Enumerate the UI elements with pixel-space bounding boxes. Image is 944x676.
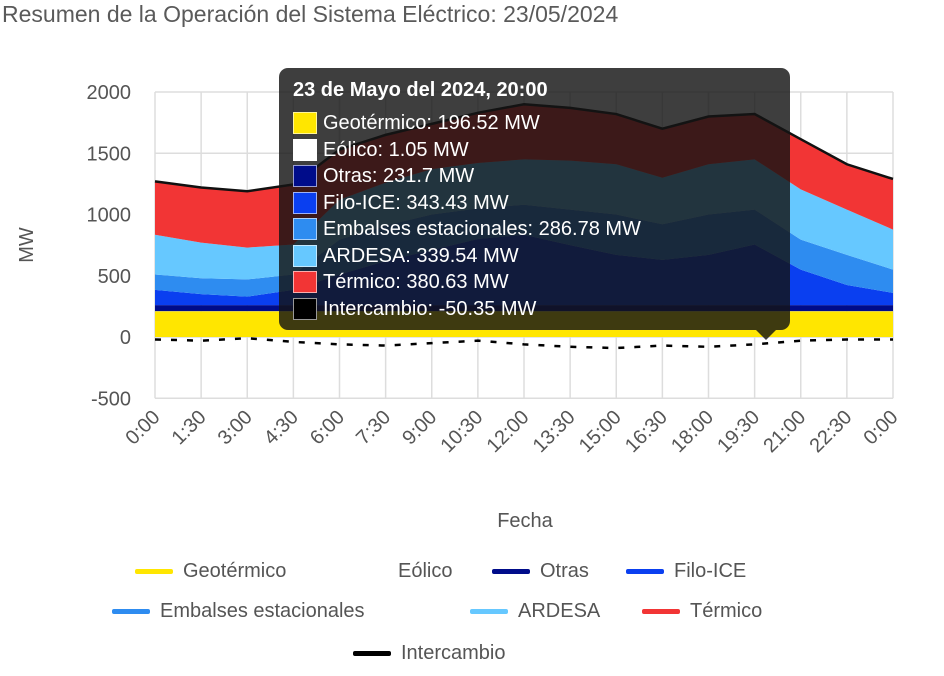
tooltip-row: Eólico: 1.05 MW	[293, 137, 469, 163]
legend-item-eolico[interactable]: Eólico	[350, 559, 452, 583]
x-axis-label: Fecha	[497, 510, 553, 532]
x-tick-label: 22:30	[805, 406, 856, 457]
tooltip-swatch	[293, 297, 317, 320]
legend-label: Geotérmico	[183, 560, 287, 582]
chart-title: Resumen de la Operación del Sistema Eléc…	[2, 1, 619, 27]
tooltip-swatch	[293, 271, 317, 293]
legend-label: Embalses estacionales	[160, 600, 365, 622]
x-tick-label: 19:30	[713, 406, 764, 457]
tooltip-label: Térmico: 380.63 MW	[323, 271, 509, 293]
legend-label: Eólico	[398, 560, 453, 582]
legend-item-otras[interactable]: Otras	[492, 559, 589, 583]
y-tick-label: 2000	[87, 82, 132, 104]
x-tick-label: 18:00	[667, 406, 718, 457]
y-tick-label: 1500	[87, 143, 132, 165]
tooltip-row: Filo-ICE: 343.43 MW	[293, 190, 509, 216]
x-tick-label: 3:00	[214, 406, 257, 449]
legend-swatch	[350, 568, 388, 574]
x-tick-label: 15:00	[575, 406, 626, 457]
tooltip-row: Intercambio: -50.35 MW	[293, 296, 536, 322]
y-tick-label: 0	[120, 327, 131, 349]
legend-item-termico[interactable]: Térmico	[642, 599, 762, 623]
tooltip: 23 de Mayo del 2024, 20:00 Geotérmico: 1…	[279, 68, 790, 330]
x-tick-label: 1:30	[168, 406, 211, 449]
tooltip-label: Geotérmico: 196.52 MW	[323, 112, 540, 134]
tooltip-row: Embalses estacionales: 286.78 MW	[293, 216, 641, 242]
y-tick-label: -500	[91, 388, 131, 410]
x-tick-label: 4:30	[260, 406, 303, 449]
x-tick-label: 6:00	[306, 406, 349, 449]
legend-swatch	[470, 608, 508, 614]
tooltip-pointer	[756, 330, 776, 340]
legend-swatch	[112, 608, 150, 614]
tooltip-row: Geotérmico: 196.52 MW	[293, 110, 540, 136]
tooltip-swatch	[293, 244, 317, 267]
tooltip-label: Eólico: 1.05 MW	[323, 138, 469, 161]
legend-label: Filo-ICE	[674, 560, 747, 582]
legend-item-filo-ice[interactable]: Filo-ICE	[626, 559, 746, 583]
tooltip-label: Intercambio: -50.35 MW	[323, 297, 537, 320]
legend-swatch	[492, 568, 530, 574]
tooltip-swatch	[293, 138, 317, 161]
legend-item-geotermico[interactable]: Geotérmico	[135, 559, 286, 583]
legend-swatch	[135, 568, 173, 574]
tooltip-title: 23 de Mayo del 2024, 20:00	[293, 79, 548, 101]
y-axis-label: MW	[16, 227, 38, 263]
y-tick-label: 500	[98, 266, 131, 288]
x-tick-label: 12:00	[483, 406, 534, 457]
tooltip-swatch	[293, 165, 317, 187]
legend-item-ardesa[interactable]: ARDESA	[470, 599, 600, 623]
legend-swatch	[642, 608, 680, 614]
legend-label: ARDESA	[518, 600, 601, 622]
legend-label: Intercambio	[401, 642, 506, 664]
tooltip-swatch	[293, 191, 317, 214]
tooltip-label: Filo-ICE: 343.43 MW	[323, 191, 509, 214]
x-tick-label: 7:30	[352, 406, 395, 449]
legend-label: Térmico	[690, 600, 763, 622]
tooltip-label: ARDESA: 339.54 MW	[323, 244, 519, 267]
x-tick-label: 21:00	[759, 406, 810, 457]
tooltip-row: Térmico: 380.63 MW	[293, 269, 509, 295]
x-tick-label: 13:30	[529, 406, 580, 457]
y-tick-label: 1000	[87, 205, 132, 227]
tooltip-swatch	[293, 218, 317, 240]
tooltip-row: Otras: 231.7 MW	[293, 163, 474, 189]
legend-swatch	[626, 568, 664, 574]
tooltip-label: Embalses estacionales: 286.78 MW	[323, 218, 641, 240]
legend-item-intercambio[interactable]: Intercambio	[353, 641, 506, 665]
legend-label: Otras	[540, 560, 589, 582]
tooltip-swatch	[293, 112, 317, 134]
x-tick-label: 9:00	[398, 406, 441, 449]
tooltip-row: ARDESA: 339.54 MW	[293, 243, 519, 269]
x-tick-label: 0:00	[859, 406, 902, 449]
x-tick-label: 0:00	[121, 406, 164, 449]
x-tick-label: 10:30	[436, 406, 487, 457]
tooltip-label: Otras: 231.7 MW	[323, 165, 475, 187]
legend-item-embalses[interactable]: Embalses estacionales	[112, 599, 365, 623]
legend-swatch	[353, 650, 391, 656]
line-intercambio	[154, 336, 893, 350]
x-tick-label: 16:30	[621, 406, 672, 457]
